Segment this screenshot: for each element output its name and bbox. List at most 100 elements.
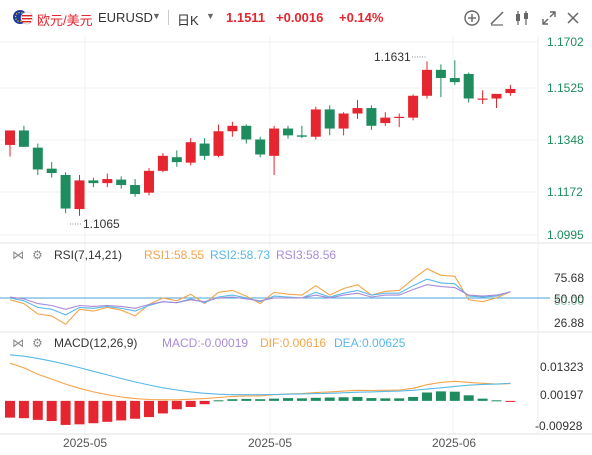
candlestick-series xyxy=(5,60,516,216)
macd-bar xyxy=(60,400,71,425)
macd-bar xyxy=(74,400,85,425)
price-change: +0.0016 xyxy=(276,10,324,25)
candle-body xyxy=(102,179,113,184)
macd-axis: 0.01323 0.00197 -0.00928 xyxy=(535,360,584,433)
candle-body xyxy=(435,69,446,79)
draw-tool-icon[interactable] xyxy=(487,8,507,28)
candle-body xyxy=(449,78,460,83)
candle-body xyxy=(269,128,280,156)
price-gridlines xyxy=(0,36,538,435)
time-axis: 2025-05 2025-05 2025-06 xyxy=(63,436,476,450)
candle-body xyxy=(380,117,391,124)
rsi-lines xyxy=(9,268,511,326)
candle-body xyxy=(241,125,252,140)
price-axis: 1.1702 1.1525 1.1348 1.1172 1.0995 xyxy=(547,35,584,242)
candle-body xyxy=(116,179,127,186)
price-change-pct: +0.14% xyxy=(339,10,384,25)
symbol-name-cn[interactable]: 欧元/美元 xyxy=(37,13,93,28)
last-price: 1.1511 xyxy=(226,10,266,25)
rsi-tick: 75.68 xyxy=(554,271,584,285)
macd-bar xyxy=(130,400,141,419)
macd-bar xyxy=(269,398,280,401)
candle-body xyxy=(5,130,15,145)
compare-icon[interactable] xyxy=(462,8,482,28)
candle-body xyxy=(157,155,168,171)
macd-bar xyxy=(352,396,363,401)
macd-bar xyxy=(18,400,29,419)
candle-body xyxy=(32,147,43,170)
high-marker: 1.1631 xyxy=(374,50,426,64)
period-selector[interactable]: 日K xyxy=(177,13,199,28)
macd-bar xyxy=(88,400,99,424)
macd-bar xyxy=(241,398,252,401)
rsi-name[interactable]: RSI(7,14,21) xyxy=(54,248,122,262)
time-tick: 2025-05 xyxy=(248,436,292,450)
chevron-down-icon[interactable]: ▼ xyxy=(206,11,215,21)
macd-bar xyxy=(227,399,238,401)
candle-body xyxy=(477,98,488,100)
symbol-code[interactable]: EURUSD xyxy=(98,10,153,25)
indicator-settings-icon[interactable]: ⋈ xyxy=(12,336,24,350)
macd-bar xyxy=(185,400,196,408)
rsi-tick: 26.88 xyxy=(554,316,584,330)
candle-body xyxy=(185,142,196,163)
macd-bar xyxy=(283,398,293,401)
gear-icon[interactable]: ⚙ xyxy=(32,336,43,350)
candle-body xyxy=(324,109,335,129)
macd-bar xyxy=(422,392,432,401)
close-icon[interactable] xyxy=(563,8,583,28)
macd-line-dea xyxy=(9,354,511,396)
macd-bar xyxy=(380,398,391,401)
rsi-tick: 50.00 xyxy=(554,294,584,308)
expand-icon[interactable] xyxy=(539,8,559,28)
gear-icon[interactable]: ⚙ xyxy=(32,248,43,262)
indicator-settings-icon[interactable]: ⋈ xyxy=(12,248,24,262)
price-tick: 1.0995 xyxy=(547,228,584,242)
candle-body xyxy=(227,125,238,132)
macd-bar xyxy=(296,398,307,401)
rsi-header: ⋈ ⚙ RSI(7,14,21) RSI1:58.55 RSI2:58.73 R… xyxy=(12,248,336,262)
price-tick: 1.1525 xyxy=(547,81,584,95)
macd-bar xyxy=(463,395,474,401)
rsi-tick: 50.00 xyxy=(554,292,584,306)
candle-body xyxy=(171,157,182,163)
time-tick: 2025-06 xyxy=(432,436,476,450)
divider xyxy=(168,10,169,25)
macd-bar xyxy=(46,400,57,421)
macd-bar xyxy=(408,396,419,401)
chart-type-icon[interactable] xyxy=(512,8,532,28)
time-tick: 2025-05 xyxy=(63,436,107,450)
price-tick: 1.1348 xyxy=(547,133,584,147)
rsi-line-rsi3 xyxy=(9,284,511,310)
macd-bar xyxy=(5,400,15,418)
macd-line-dif xyxy=(9,362,511,401)
macd-lines xyxy=(9,354,511,401)
candle-body xyxy=(144,170,154,193)
candle-body xyxy=(88,180,99,184)
price-tick: 1.1702 xyxy=(547,35,584,49)
chevron-down-icon[interactable]: ▼ xyxy=(152,11,161,21)
macd-bar xyxy=(449,391,460,401)
macd-bar xyxy=(32,400,43,420)
candle-body xyxy=(491,93,502,99)
candle-body xyxy=(422,69,432,96)
macd-name[interactable]: MACD(12,26,9) xyxy=(54,336,137,350)
macd-bar xyxy=(157,400,168,414)
macd-bar xyxy=(394,398,405,401)
candle-body xyxy=(463,73,474,99)
macd-tick: 0.01323 xyxy=(540,360,584,374)
candle-body xyxy=(283,128,293,136)
candle-body xyxy=(74,180,85,210)
low-marker: 1.1065 xyxy=(70,217,120,231)
price-tick: 1.1172 xyxy=(547,185,583,199)
macd-header: ⋈ ⚙ MACD(12,26,9) MACD:-0.00019 DIF:0.00… xyxy=(12,336,406,350)
macd-bar xyxy=(255,399,266,401)
candle-body xyxy=(408,95,419,118)
candle-body xyxy=(199,143,210,156)
candle-body xyxy=(60,174,71,209)
candle-body xyxy=(338,113,349,129)
macd-bar xyxy=(324,397,335,401)
chart-header: 欧元/美元 EURUSD ▼ 日K ▼ 1.1511 +0.0016 +0.14… xyxy=(0,0,592,34)
